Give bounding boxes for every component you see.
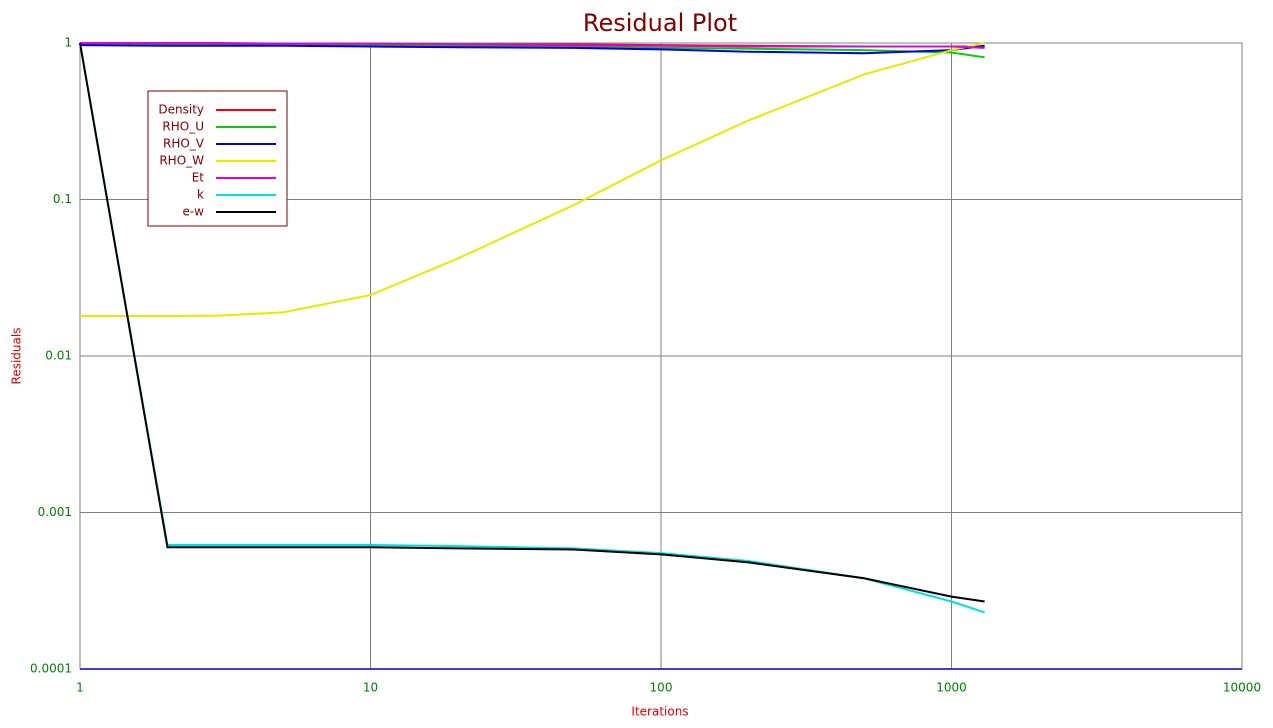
- legend-label: RHO_V: [163, 137, 205, 151]
- series-line: [79, 42, 985, 603]
- y-tick-label: 1: [64, 36, 72, 50]
- x-tick-label: 100: [650, 681, 673, 695]
- y-tick-label: 0.0001: [30, 662, 72, 676]
- chart-title: Residual Plot: [583, 9, 737, 37]
- y-axis-label: Residuals: [10, 328, 24, 385]
- y-tick-label: 0.01: [45, 349, 72, 363]
- legend-label: RHO_W: [159, 154, 204, 168]
- series-line: [80, 42, 985, 318]
- legend-label: e-w: [182, 205, 204, 219]
- legend-box: [147, 90, 288, 227]
- legend-label: RHO_U: [162, 120, 204, 134]
- y-tick-label: 0.001: [38, 505, 72, 519]
- y-tick-label: 0.1: [53, 192, 72, 206]
- x-tick-label: 10: [363, 681, 378, 695]
- x-axis-label: Iterations: [631, 705, 688, 719]
- series-line: [80, 42, 985, 49]
- legend-label: k: [197, 188, 204, 202]
- legend: Density RHO_U RHO_V RHO_W Et k e-w: [147, 90, 288, 227]
- x-tick-label: 10000: [1223, 681, 1261, 695]
- x-tick-label: 1000: [936, 681, 967, 695]
- x-tick-label: 1: [76, 681, 84, 695]
- legend-label: Et: [192, 171, 205, 185]
- legend-label: Density: [158, 103, 204, 117]
- series-line: [79, 44, 985, 55]
